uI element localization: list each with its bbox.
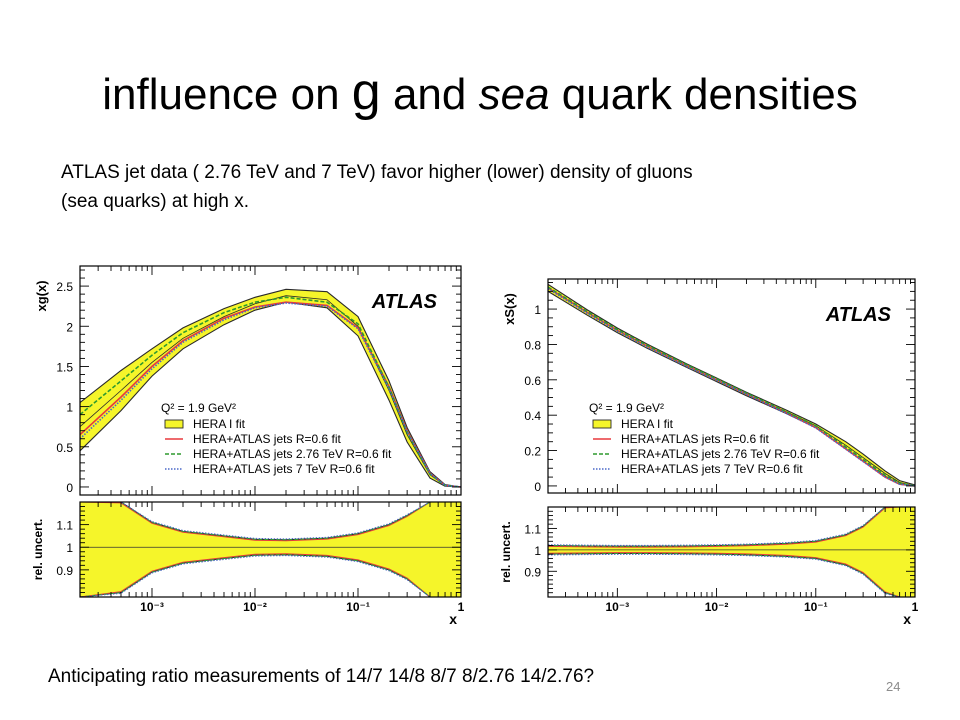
scale-label: Q² = 1.9 GeV²: [161, 401, 236, 415]
x-tick-label: 10⁻¹: [804, 600, 828, 614]
y-tick-label: 0.6: [524, 374, 541, 388]
ratio-curves: [80, 502, 461, 597]
legend-entry-label: HERA+ATLAS jets 2.76 TeV R=0.6 fit: [621, 447, 820, 461]
title-sea-word: sea: [478, 70, 550, 119]
y-axis-label: xS(x): [502, 293, 517, 325]
y-tick-label: 0.4: [524, 409, 541, 423]
ratio-curves: [548, 507, 915, 597]
title-prefix: influence on: [102, 70, 352, 119]
y-tick-label: 0: [66, 481, 73, 495]
series-hera-atlas-276tev: [80, 296, 461, 488]
legend-swatch-band: [164, 419, 184, 429]
ratio-series-hera-atlas-7tev-upper: [80, 502, 461, 540]
ratio-tick-label: 1.1: [524, 522, 541, 536]
atlas-logo-label: ATLAS: [371, 291, 438, 313]
title-middle: and: [380, 70, 479, 119]
y-tick-label: 0: [534, 480, 541, 494]
ratio-tick-label: 1: [534, 544, 541, 558]
y-tick-label: 0.5: [56, 441, 73, 455]
bottom-question: Anticipating ratio measurements of 14/7 …: [48, 666, 595, 687]
page-number: 24: [886, 679, 901, 694]
intro-line-1: ATLAS jet data ( 2.76 TeV and 7 TeV) fav…: [61, 162, 693, 183]
slide-title: influence on g and sea quark densities: [0, 62, 960, 125]
atlas-logo-label: ATLAS: [825, 304, 892, 326]
ratio-series-hera-atlas-7tev-lower: [548, 553, 915, 597]
title-suffix: quark densities: [549, 70, 858, 119]
legend-swatch-band: [592, 419, 612, 429]
main-plot-frame: [79, 265, 462, 496]
legend-entry-label: HERA+ATLAS jets 7 TeV R=0.6 fit: [193, 462, 375, 476]
ratio-series-hera-atlas-jets-upper: [548, 507, 915, 548]
ratio-series-hera-atlas-276tev-lower: [80, 554, 461, 597]
main-plot-frame: [547, 278, 916, 494]
ratio-series-hera-atlas-276tev-lower: [548, 553, 915, 597]
x-tick-label: 10⁻³: [606, 600, 630, 614]
series-hera-atlas-276tev: [548, 286, 915, 487]
x-axis-label: x: [903, 611, 911, 627]
y-tick-label: 2: [66, 320, 73, 334]
ratio-y-axis-label: rel. uncert.: [499, 521, 513, 582]
scale-label: Q² = 1.9 GeV²: [589, 401, 664, 415]
x-tick-label: 10⁻¹: [346, 600, 370, 614]
ratio-tick-label: 0.9: [524, 565, 541, 579]
x-tick-label: 1: [912, 600, 919, 614]
x-tick-label: 1: [458, 600, 465, 614]
legend-entry-label: HERA I fit: [621, 417, 674, 431]
ratio-tick-label: 1.1: [56, 519, 73, 533]
x-axis-label: x: [449, 611, 457, 627]
y-tick-label: 1: [534, 303, 541, 317]
ratio-tick-label: 0.9: [56, 564, 73, 578]
chart-panel-1: 0 0.5 1 1.5 2 2.5 0.9 1 1.1 10⁻³ 10⁻² 10⁻¹ 1 xg(x) rel…: [31, 265, 465, 627]
intro-line-2: (sea quarks) at high x.: [61, 191, 249, 212]
ratio-series-hera-atlas-276tev-upper: [80, 502, 461, 541]
y-tick-label: 1.5: [56, 360, 73, 374]
x-tick-label: 10⁻²: [243, 600, 267, 614]
intro-text: ATLAS jet data ( 2.76 TeV and 7 TeV) fav…: [61, 158, 881, 216]
legend-entry-label: HERA I fit: [193, 417, 246, 431]
main-curves: [80, 288, 461, 488]
ratio-plot-frame: [79, 501, 462, 598]
series-hera-atlas-7tev: [80, 302, 461, 488]
ratio-tick-label: 1: [66, 541, 73, 555]
legend-entry-label: HERA+ATLAS jets 7 TeV R=0.6 fit: [621, 462, 803, 476]
y-tick-label: 2.5: [56, 280, 73, 294]
ratio-y-axis-label: rel. uncert.: [31, 519, 45, 580]
y-axis-label: xg(x): [34, 280, 49, 311]
legend-entry-label: HERA+ATLAS jets R=0.6 fit: [621, 432, 770, 446]
chart-panel-2: 0 0.2 0.4 0.6 0.8 1 0.9 1 1.1 10⁻³ 10⁻² 10⁻¹ 1 xS(x) r…: [499, 278, 919, 627]
x-tick-label: 10⁻²: [705, 600, 729, 614]
legend-entry-label: HERA+ATLAS jets R=0.6 fit: [193, 432, 342, 446]
y-tick-label: 0.8: [524, 338, 541, 352]
uncertainty-band: [548, 283, 915, 487]
ratio-series-hera-atlas-7tev-lower: [80, 555, 461, 597]
ratio-plot-frame: [547, 506, 916, 598]
x-tick-label: 10⁻³: [140, 600, 164, 614]
series-hera-atlas-7tev: [548, 288, 915, 487]
legend-entry-label: HERA+ATLAS jets 2.76 TeV R=0.6 fit: [193, 447, 392, 461]
ratio-series-hera-atlas-jets-lower: [548, 552, 915, 597]
y-tick-label: 1: [66, 401, 73, 415]
ratio-series-hera-atlas-276tev-upper: [548, 507, 915, 547]
y-tick-label: 0.2: [524, 445, 541, 459]
main-curves: [548, 283, 915, 487]
title-gluon-symbol: g: [351, 63, 381, 121]
